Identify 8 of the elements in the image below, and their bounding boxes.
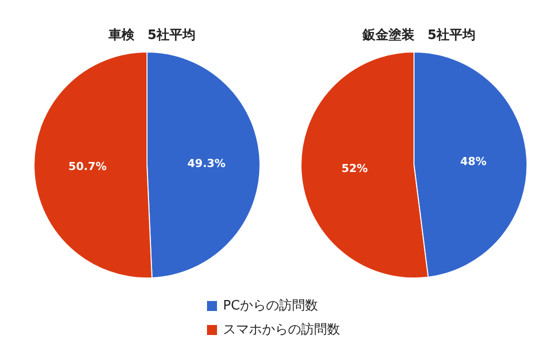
- chart-title: 鈑金塗装 5社平均: [361, 27, 476, 43]
- data-label: 50.7%: [68, 160, 107, 173]
- data-label: 52%: [341, 162, 368, 176]
- data-label: 48%: [460, 154, 487, 168]
- legend-label: スマホからの訪問数: [223, 322, 340, 338]
- chart-title: 車検 5社平均: [107, 27, 196, 43]
- data-label: 49.3%: [187, 157, 226, 170]
- legend-label: PCからの訪問数: [223, 298, 318, 314]
